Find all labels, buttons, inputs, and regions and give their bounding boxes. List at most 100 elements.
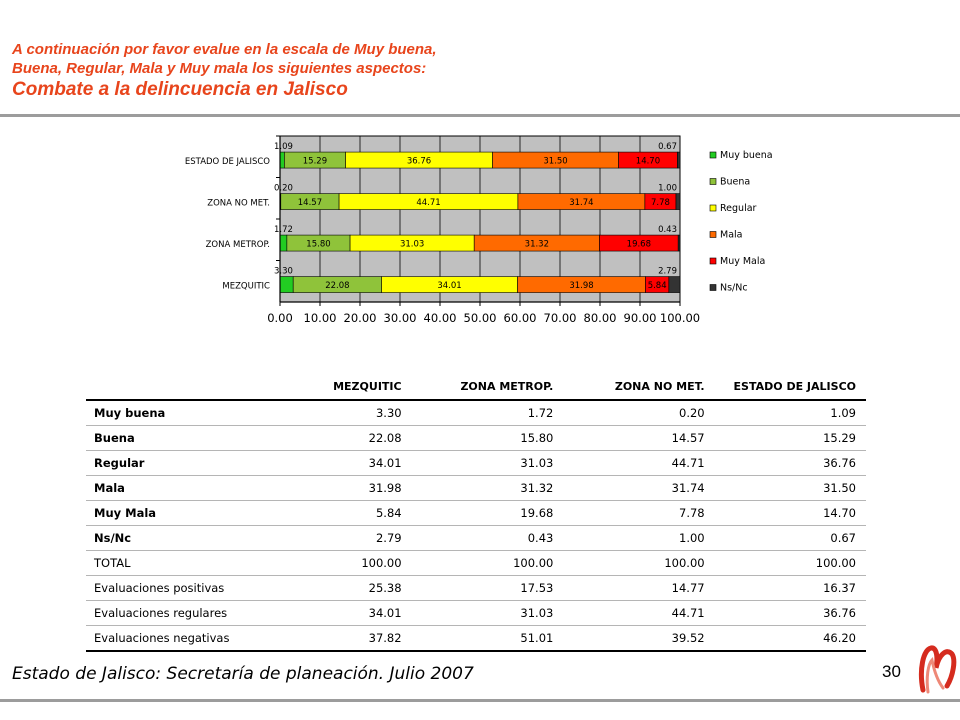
data-label: 31.74 bbox=[569, 198, 593, 208]
table-header-row: MEZQUITIC ZONA METROP. ZONA NO MET. ESTADO … bbox=[86, 355, 866, 401]
table-cell: 17.53 bbox=[411, 575, 564, 601]
data-label: 31.03 bbox=[400, 240, 424, 250]
row-label: Evaluaciones negativas bbox=[86, 625, 259, 652]
table-row: Muy buena 3.30 1.72 0.20 1.09 bbox=[86, 400, 866, 426]
table-cell: 0.43 bbox=[411, 525, 564, 551]
x-tick-label: 90.00 bbox=[624, 311, 657, 325]
table-cell: 34.01 bbox=[258, 600, 412, 626]
category-label: ZONA NO MET. bbox=[207, 199, 270, 209]
table-cell: 31.50 bbox=[714, 475, 866, 501]
mitofsky-logo-icon bbox=[918, 645, 957, 694]
row-label: Ns/Nc bbox=[86, 525, 259, 551]
stacked-bar-chart: 0.00 10.00 20.00 30.00 40.00 50.00 60.00 70.00 8… bbox=[185, 135, 773, 325]
legend-swatch bbox=[709, 257, 717, 265]
table-body: Muy buena 3.30 1.72 0.20 1.09 Buena 22.08 15.80… bbox=[86, 400, 866, 652]
table-cell: 31.32 bbox=[411, 475, 564, 501]
data-label: 15.29 bbox=[303, 157, 327, 167]
bar-segment bbox=[279, 234, 288, 252]
column-header: ZONA NO MET. bbox=[563, 355, 715, 401]
row-label: Mala bbox=[86, 475, 259, 501]
x-tick-label: 80.00 bbox=[584, 311, 617, 325]
data-label: 3.30 bbox=[274, 267, 293, 277]
footer-divider bbox=[0, 699, 960, 702]
slide-title: Combate a la delincuencia en Jalisco bbox=[12, 79, 348, 100]
table-cell: 3.30 bbox=[258, 400, 412, 426]
x-tick-label: 60.00 bbox=[504, 311, 537, 325]
data-label: 2.79 bbox=[658, 267, 677, 277]
legend-swatch bbox=[709, 178, 717, 185]
bar-segment bbox=[668, 276, 681, 293]
table-cell: 14.57 bbox=[563, 425, 715, 451]
legend-label: Muy Mala bbox=[720, 256, 765, 267]
table-row: Muy Mala 5.84 19.68 7.78 14.70 bbox=[86, 500, 866, 526]
x-tick-label: 40.00 bbox=[424, 311, 457, 325]
table-cell: 34.01 bbox=[258, 450, 412, 476]
header-divider bbox=[0, 114, 960, 117]
data-label: 1.09 bbox=[274, 142, 293, 152]
legend-swatch bbox=[709, 204, 717, 212]
x-tick-label: 30.00 bbox=[384, 311, 417, 325]
legend-label: Regular bbox=[720, 203, 757, 214]
data-label: 31.32 bbox=[525, 240, 549, 250]
table-row: Ns/Nc 2.79 0.43 1.00 0.67 bbox=[86, 525, 866, 551]
table-corner-header bbox=[86, 355, 259, 401]
question-line-2: Buena, Regular, Mala y Muy mala los sigu… bbox=[12, 60, 427, 77]
table-cell: 44.71 bbox=[563, 600, 715, 626]
slide-header: A continuación por favor evalue en la es… bbox=[12, 40, 812, 102]
row-label: TOTAL bbox=[86, 550, 259, 576]
table-cell: 100.00 bbox=[411, 550, 564, 576]
legend-label: Muy buena bbox=[720, 150, 773, 161]
table-cell: 31.03 bbox=[411, 450, 564, 476]
x-tick-label: 10.00 bbox=[304, 311, 337, 325]
bar-segment bbox=[279, 276, 294, 293]
x-tick-label: 70.00 bbox=[544, 311, 577, 325]
table-cell: 36.76 bbox=[714, 600, 866, 626]
column-header: ESTADO DE JALISCO bbox=[714, 355, 866, 401]
table-row: Regular 34.01 31.03 44.71 36.76 bbox=[86, 450, 866, 476]
table-cell: 14.77 bbox=[563, 575, 715, 601]
data-label: 0.43 bbox=[658, 225, 677, 235]
table-cell: 31.98 bbox=[258, 475, 412, 501]
table-row: Buena 22.08 15.80 14.57 15.29 bbox=[86, 425, 866, 451]
legend-label: Buena bbox=[720, 177, 750, 188]
table-cell: 14.70 bbox=[714, 500, 866, 526]
table-cell: 51.01 bbox=[411, 625, 564, 652]
data-label: 0.67 bbox=[658, 142, 677, 152]
category-label: MEZQUITIC bbox=[222, 282, 270, 292]
data-label: 19.68 bbox=[627, 240, 651, 250]
legend-swatch bbox=[709, 284, 717, 291]
data-label: 31.98 bbox=[569, 281, 593, 291]
table-cell: 100.00 bbox=[258, 550, 412, 576]
table-cell: 100.00 bbox=[714, 550, 866, 576]
table-cell: 25.38 bbox=[258, 575, 412, 601]
row-label: Buena bbox=[86, 425, 259, 451]
category-label: ZONA METROP. bbox=[206, 240, 270, 250]
row-label: Evaluaciones positivas bbox=[86, 575, 259, 601]
data-label: 31.50 bbox=[543, 157, 567, 167]
column-header: ZONA METROP. bbox=[411, 355, 564, 401]
data-label: 1.72 bbox=[274, 225, 293, 235]
bar-segment bbox=[279, 151, 285, 169]
table-row: Mala 31.98 31.32 31.74 31.50 bbox=[86, 475, 866, 501]
table-cell: 15.29 bbox=[714, 425, 866, 451]
data-label: 15.80 bbox=[306, 240, 330, 250]
table-cell: 36.76 bbox=[714, 450, 866, 476]
x-tick-label: 20.00 bbox=[344, 311, 377, 325]
row-label: Muy buena bbox=[86, 400, 259, 426]
legend-swatch bbox=[709, 151, 717, 159]
table-cell: 1.72 bbox=[411, 400, 564, 426]
table-cell: 16.37 bbox=[714, 575, 866, 601]
table-cell: 44.71 bbox=[563, 450, 715, 476]
table-cell: 15.80 bbox=[411, 425, 564, 451]
x-tick-label: 100.00 bbox=[660, 311, 700, 325]
category-label: ESTADO DE JALISCO bbox=[185, 157, 270, 167]
data-label: 14.57 bbox=[298, 198, 322, 208]
data-label: 1.00 bbox=[658, 184, 677, 194]
table-cell: 7.78 bbox=[563, 500, 715, 526]
column-header: MEZQUITIC bbox=[258, 355, 412, 401]
source-note: Estado de Jalisco: Secretaría de planeac… bbox=[12, 664, 474, 684]
table-row: Evaluaciones positivas 25.38 17.53 14.77 16.… bbox=[86, 575, 866, 601]
table-cell: 37.82 bbox=[258, 625, 412, 652]
data-label: 5.84 bbox=[648, 281, 667, 291]
data-label: 7.78 bbox=[651, 198, 670, 208]
